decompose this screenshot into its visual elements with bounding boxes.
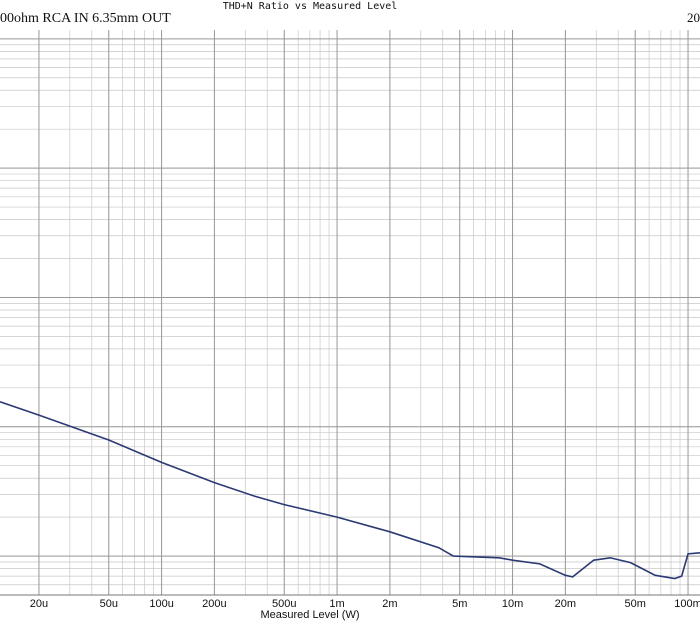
x-tick-label: 200u <box>202 598 226 610</box>
x-axis-label: Measured Level (W) <box>260 609 359 621</box>
x-tick-label: 20m <box>555 598 576 610</box>
x-tick-label: 2m <box>382 598 397 610</box>
x-tick-label: 50m <box>625 598 646 610</box>
x-tick-label: 100m <box>674 598 700 610</box>
x-tick-label: 20u <box>30 598 48 610</box>
x-tick-label: 1m <box>329 598 344 610</box>
corner-text: 20 <box>687 10 700 25</box>
x-tick-label: 50u <box>100 598 118 610</box>
data-line <box>0 401 700 580</box>
x-tick-label: 10m <box>502 598 523 610</box>
chart-title: THD+N Ratio vs Measured Level <box>223 1 398 12</box>
x-tick-label: 100u <box>149 598 173 610</box>
chart-subtitle: 00ohm RCA IN 6.35mm OUT <box>0 11 171 26</box>
x-tick-label: 5m <box>452 598 467 610</box>
x-tick-label: 500u <box>272 598 296 610</box>
